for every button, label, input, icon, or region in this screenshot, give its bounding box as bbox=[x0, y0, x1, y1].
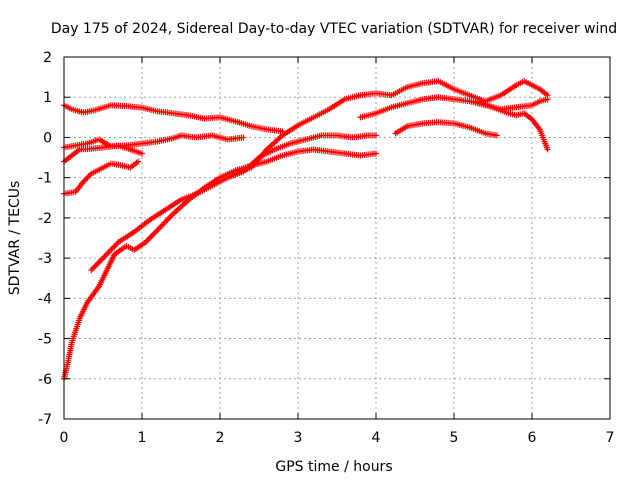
data-point bbox=[163, 218, 170, 225]
x-tick-label: 0 bbox=[60, 430, 69, 446]
data-point bbox=[158, 222, 165, 229]
data-point bbox=[102, 252, 109, 259]
data-point bbox=[156, 225, 163, 232]
data-point bbox=[105, 249, 112, 256]
y-tick-label: 1 bbox=[43, 90, 52, 106]
y-tick-label: 2 bbox=[43, 50, 52, 66]
data-point bbox=[101, 253, 108, 260]
y-tick-label: -5 bbox=[38, 332, 52, 348]
data-point bbox=[109, 244, 116, 251]
y-tick-label: -6 bbox=[38, 372, 52, 388]
x-tick-label: 4 bbox=[372, 430, 381, 446]
data-point bbox=[135, 158, 142, 165]
x-tick-label: 3 bbox=[294, 430, 303, 446]
data-point bbox=[493, 132, 500, 139]
plot-frame bbox=[63, 56, 611, 420]
series-track-j bbox=[474, 98, 551, 153]
data-point bbox=[373, 150, 379, 157]
data-point bbox=[167, 213, 174, 220]
data-point bbox=[544, 96, 551, 103]
data-point bbox=[157, 224, 164, 231]
x-tick-label: 2 bbox=[216, 430, 225, 446]
series-track-b bbox=[61, 132, 247, 151]
x-tick-label: 5 bbox=[450, 430, 459, 446]
data-point bbox=[108, 246, 115, 253]
series-track-i bbox=[392, 119, 500, 139]
y-tick-label: -1 bbox=[38, 171, 52, 187]
series-track-g bbox=[232, 78, 551, 177]
series-track-e bbox=[61, 146, 379, 382]
data-point bbox=[160, 221, 167, 228]
x-tick-label: 6 bbox=[528, 430, 537, 446]
series-track-d bbox=[61, 158, 142, 197]
y-tick-label: -7 bbox=[38, 412, 52, 428]
y-tick-label: 0 bbox=[43, 130, 52, 146]
data-point bbox=[544, 146, 551, 153]
data-point bbox=[139, 150, 145, 157]
series-track-c bbox=[61, 142, 145, 165]
data-point bbox=[111, 243, 118, 250]
data-point bbox=[161, 219, 168, 226]
y-tick-label: -2 bbox=[38, 211, 52, 227]
y-tick-label: -4 bbox=[38, 291, 52, 307]
x-tick-label: 7 bbox=[606, 430, 615, 446]
data-point bbox=[165, 215, 172, 222]
tick-layer: 0 1 2 3 4 5 6 7 -7 -6 -5 -4 -3 -2 -1 0 1 2 bbox=[38, 50, 614, 446]
y-axis-label: SDTVAR / TECUs bbox=[7, 181, 23, 296]
data-layer bbox=[61, 78, 551, 382]
chart-title: Day 175 of 2024, Sidereal Day-to-day VTE… bbox=[51, 21, 617, 37]
data-point bbox=[85, 173, 92, 180]
data-point bbox=[104, 250, 111, 257]
y-tick-label: -3 bbox=[38, 251, 52, 267]
x-axis-label: GPS time / hours bbox=[275, 459, 392, 475]
data-point bbox=[373, 132, 379, 139]
data-point bbox=[240, 134, 247, 141]
data-point bbox=[87, 171, 93, 178]
series-track-a bbox=[61, 102, 286, 135]
x-tick-label: 1 bbox=[138, 430, 147, 446]
data-point bbox=[107, 247, 114, 254]
data-point bbox=[112, 241, 119, 248]
